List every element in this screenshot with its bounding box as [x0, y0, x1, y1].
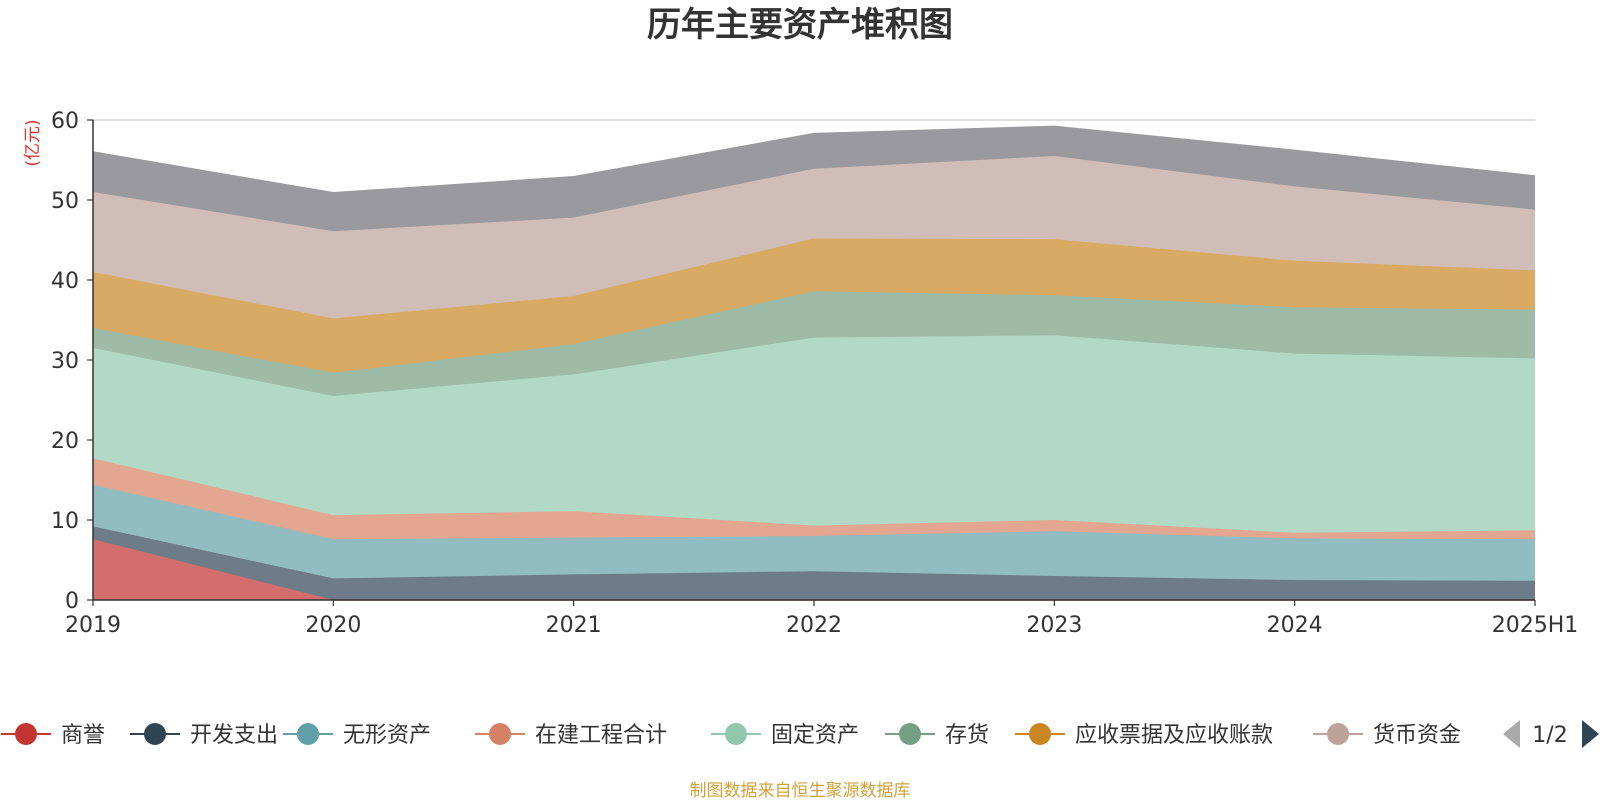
- area-series: [92, 125, 1536, 601]
- legend-label-7: 货币资金: [1373, 723, 1461, 748]
- legend-prev-icon[interactable]: [1503, 720, 1520, 748]
- legend-marker: [1327, 723, 1349, 745]
- x-tick-label-4: 2023: [1026, 613, 1082, 638]
- legend-marker: [297, 723, 319, 745]
- area-series-1: [93, 526, 1535, 600]
- legend-label-2: 无形资产: [343, 723, 431, 748]
- legend-item-4[interactable]: 固定资产: [711, 723, 859, 748]
- legend: 商誉 开发支出 无形资产 在建工程合计 固定资产 存货 应收票据及应收账款 货币资金: [1, 723, 1461, 748]
- x-tick-label-6: 2025H1: [1492, 613, 1579, 638]
- x-tick-label-0: 2019: [65, 613, 121, 638]
- legend-item-2[interactable]: 无形资产: [283, 723, 431, 748]
- legend-marker: [15, 723, 37, 745]
- legend-marker: [1029, 723, 1051, 745]
- axes: 0 10 20 30 40 50 60 2019 2020 2021 2022 2023 2024 202…: [51, 109, 1578, 638]
- legend-pager: 1/2: [1503, 720, 1599, 748]
- legend-label-5: 存货: [945, 723, 989, 748]
- chart-title: 历年主要资产堆积图: [647, 5, 953, 45]
- x-tick-label-5: 2024: [1267, 613, 1323, 638]
- y-tick-label-1: 10: [51, 509, 79, 534]
- x-tick-label-3: 2022: [786, 613, 842, 638]
- area-series-4: [93, 335, 1535, 533]
- legend-item-0[interactable]: 商誉: [1, 723, 105, 748]
- y-tick-label-4: 40: [51, 269, 79, 294]
- area-series-3: [93, 458, 1535, 540]
- x-tick-label-1: 2020: [305, 613, 361, 638]
- area-series-7: [93, 156, 1535, 319]
- legend-marker: [144, 723, 166, 745]
- legend-label-1: 开发支出: [190, 723, 278, 748]
- legend-item-6[interactable]: 应收票据及应收账款: [1015, 723, 1273, 748]
- legend-marker: [489, 723, 511, 745]
- legend-item-3[interactable]: 在建工程合计: [475, 723, 667, 748]
- y-tick-label-6: 60: [51, 109, 79, 134]
- legend-item-7[interactable]: 货币资金: [1313, 723, 1461, 748]
- source-note: 制图数据来自恒生聚源数据库: [690, 781, 911, 800]
- area-series-5: [93, 291, 1535, 396]
- legend-page-indicator: 1/2: [1532, 723, 1567, 748]
- y-axis-unit: (亿元): [23, 119, 43, 166]
- legend-item-5[interactable]: 存货: [885, 723, 989, 748]
- legend-label-4: 固定资产: [771, 723, 859, 748]
- area-series-0: [93, 539, 1535, 600]
- y-tick-label-0: 0: [65, 589, 79, 614]
- area-series-6: [93, 238, 1535, 373]
- legend-next-icon[interactable]: [1582, 720, 1599, 748]
- area-series-8: [93, 126, 1535, 232]
- area-series-line-8: [92, 125, 1536, 194]
- y-tick-label-5: 50: [51, 189, 79, 214]
- legend-marker: [725, 723, 747, 745]
- y-tick-label-3: 30: [51, 349, 79, 374]
- legend-item-1[interactable]: 开发支出: [130, 723, 278, 748]
- area-series-2: [93, 484, 1535, 581]
- x-tick-label-2: 2021: [546, 613, 602, 638]
- legend-label-3: 在建工程合计: [535, 723, 667, 748]
- y-tick-label-2: 20: [51, 429, 79, 454]
- legend-label-0: 商誉: [61, 723, 105, 748]
- legend-label-6: 应收票据及应收账款: [1075, 723, 1273, 748]
- legend-marker: [899, 723, 921, 745]
